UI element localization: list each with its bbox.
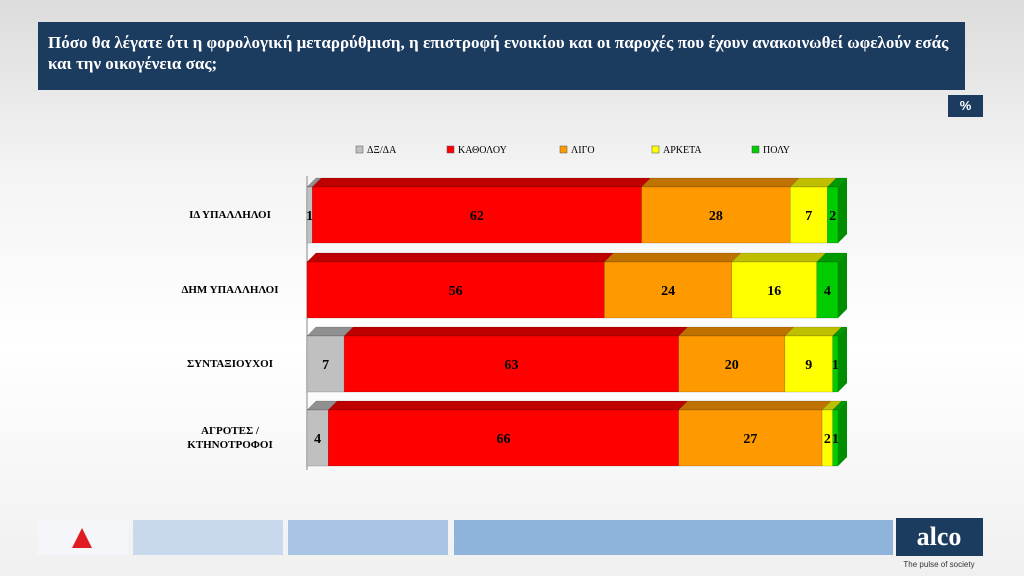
bar-segment: [784, 335, 833, 393]
value-label: 7: [322, 358, 329, 373]
bar-top-shade: [307, 401, 338, 410]
value-label: 1: [306, 209, 313, 224]
bar-segment: [343, 335, 679, 393]
bar-side: [838, 327, 847, 392]
legend-swatch: [446, 145, 455, 154]
bar-top-shade: [678, 401, 832, 410]
value-label: 62: [470, 209, 484, 224]
footer-panel: [454, 520, 893, 555]
value-label: 28: [709, 209, 723, 224]
bar-segment: [731, 261, 818, 319]
legend-label: ΑΡΚΕΤΑ: [663, 145, 702, 156]
legend-swatch: [651, 145, 660, 154]
value-label: 7: [805, 209, 812, 224]
bar-top-shade: [731, 253, 826, 262]
value-label: 20: [725, 358, 739, 373]
bar-segment: [327, 409, 679, 467]
value-label: 16: [767, 284, 781, 299]
legend-label: ΠΟΛΥ: [763, 145, 790, 156]
value-label: 56: [449, 284, 463, 299]
legend-swatch: [355, 145, 364, 154]
category-label: ΑΓΡΟΤΕΣ / ΚΤΗΝΟΤΡΟΦΟΙ: [187, 425, 273, 451]
bar-segment: [789, 186, 828, 244]
bar-top-shade: [790, 178, 837, 187]
bar-top-shade: [604, 253, 741, 262]
bar-top-shade: [307, 178, 322, 187]
brand-box: [896, 518, 983, 556]
footer-panel: [288, 520, 448, 555]
bar-side-shade: [838, 253, 847, 318]
bar-top-shade: [784, 327, 842, 336]
category-label: ΙΔ ΥΠΑΛΛΗΛΟΙ: [189, 209, 271, 221]
bar-segment: [312, 186, 642, 244]
bar-top-shade: [307, 327, 354, 336]
legend-label: ΛΙΓΟ: [571, 145, 595, 156]
bar-top-shade: [312, 178, 651, 187]
bar-side: [838, 178, 847, 243]
value-label: 2: [824, 432, 831, 447]
category-label: ΣΥΝΤΑΞΙΟΥΧΟΙ: [186, 358, 274, 370]
brand-name: alco: [917, 522, 962, 551]
bar-segment: [306, 335, 345, 393]
bar-top-shade: [344, 327, 688, 336]
bar-segment: [604, 261, 733, 319]
title-bar: Πόσο θα λέγατε ότι η φορολογική μεταρρύθ…: [38, 22, 965, 90]
bar-top-shade: [832, 401, 847, 410]
bar-side-shade: [838, 178, 847, 243]
bar-top-shade: [307, 253, 614, 262]
bar-segment: [678, 409, 823, 467]
bar-side-shade: [838, 327, 847, 392]
logo-icon: [72, 528, 92, 548]
bar-side: [838, 253, 847, 318]
value-label: 2: [829, 209, 836, 224]
footer-panel: [133, 520, 283, 555]
legend-swatch: [751, 145, 760, 154]
legend-swatch: [559, 145, 568, 154]
value-label: 27: [743, 432, 757, 447]
bar-top-shade: [827, 178, 847, 187]
brand-tagline: The pulse of society: [903, 560, 974, 569]
bar-side: [838, 401, 847, 466]
bar-top-shade: [832, 327, 847, 336]
value-label: 66: [496, 432, 510, 447]
bar-top-shade: [328, 401, 688, 410]
legend-label: ΚΑΘΟΛΟΥ: [458, 145, 507, 156]
bar-top-shade: [678, 327, 794, 336]
legend-label: ΔΞ/ΔΑ: [367, 145, 397, 156]
value-label: 1: [832, 358, 839, 373]
category-label: ΔΗΜ ΥΠΑΛΛΗΛΟΙ: [181, 284, 279, 296]
value-label: 4: [824, 284, 831, 299]
bar-segment: [678, 335, 786, 393]
value-label: 63: [504, 358, 518, 373]
value-label: 24: [661, 284, 675, 299]
value-label: 4: [314, 432, 321, 447]
unit-box: %: [948, 95, 983, 117]
bar-segment: [306, 261, 605, 319]
bar-top-shade: [641, 178, 800, 187]
value-label: 1: [832, 432, 839, 447]
bar-side-shade: [838, 401, 847, 466]
bar-top-shade: [816, 253, 847, 262]
bar-segment: [641, 186, 791, 244]
value-label: 9: [805, 358, 812, 373]
bar-top-shade: [822, 401, 842, 410]
